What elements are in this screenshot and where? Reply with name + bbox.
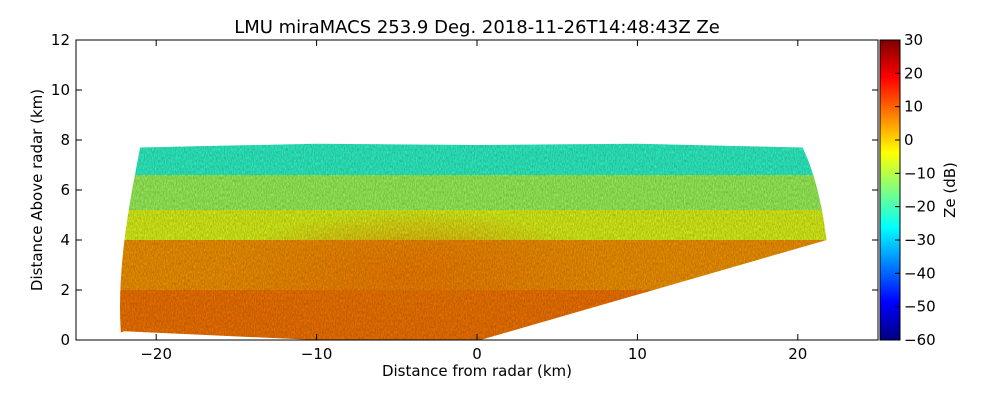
colorbar-tick-label: 0: [904, 131, 914, 149]
plot-area: −20 −10 0 10 20 0 2 4 6 8 10 12: [51, 31, 879, 363]
echo-speckle: [120, 143, 827, 340]
y-tick-label: 0: [60, 331, 70, 349]
colorbar-tick-label: −30: [904, 231, 936, 249]
colorbar-tick-label: −40: [904, 264, 936, 282]
colorbar: 30 20 10 0 −10 −20 −30 −40 −50 −60 Ze (dB): [879, 31, 959, 349]
x-axis-label: Distance from radar (km): [382, 362, 572, 380]
colorbar-tick-label: −20: [904, 198, 936, 216]
y-tick-label: 8: [60, 131, 70, 149]
y-tick-label: 4: [60, 231, 70, 249]
colorbar-label: Ze (dB): [941, 162, 959, 218]
colorbar-tick-label: 10: [904, 98, 923, 116]
x-tick-label: 10: [628, 345, 647, 363]
colorbar-ticks: 30 20 10 0 −10 −20 −30 −40 −50 −60: [895, 31, 936, 349]
chart-title: LMU miraMACS 253.9 Deg. 2018-11-26T14:48…: [234, 17, 720, 38]
x-axis-ticks: −20 −10 0 10 20: [140, 40, 807, 363]
x-tick-label: −20: [140, 345, 172, 363]
y-tick-label: 2: [60, 281, 70, 299]
y-axis-label: Distance Above radar (km): [28, 89, 46, 291]
y-tick-label: 6: [60, 181, 70, 199]
x-tick-label: −10: [301, 345, 333, 363]
y-tick-label: 10: [51, 81, 70, 99]
colorbar-scale: [879, 39, 901, 341]
colorbar-tick-label: −10: [904, 164, 936, 182]
colorbar-tick-label: 30: [904, 31, 923, 49]
x-tick-label: 20: [788, 345, 807, 363]
colorbar-tick-label: 20: [904, 64, 923, 82]
colorbar-tick-label: −60: [904, 331, 936, 349]
x-tick-label: 0: [472, 345, 482, 363]
y-tick-label: 12: [51, 31, 70, 49]
colorbar-tick-label: −50: [904, 298, 936, 316]
y-axis-ticks: 0 2 4 6 8 10 12: [51, 31, 878, 349]
